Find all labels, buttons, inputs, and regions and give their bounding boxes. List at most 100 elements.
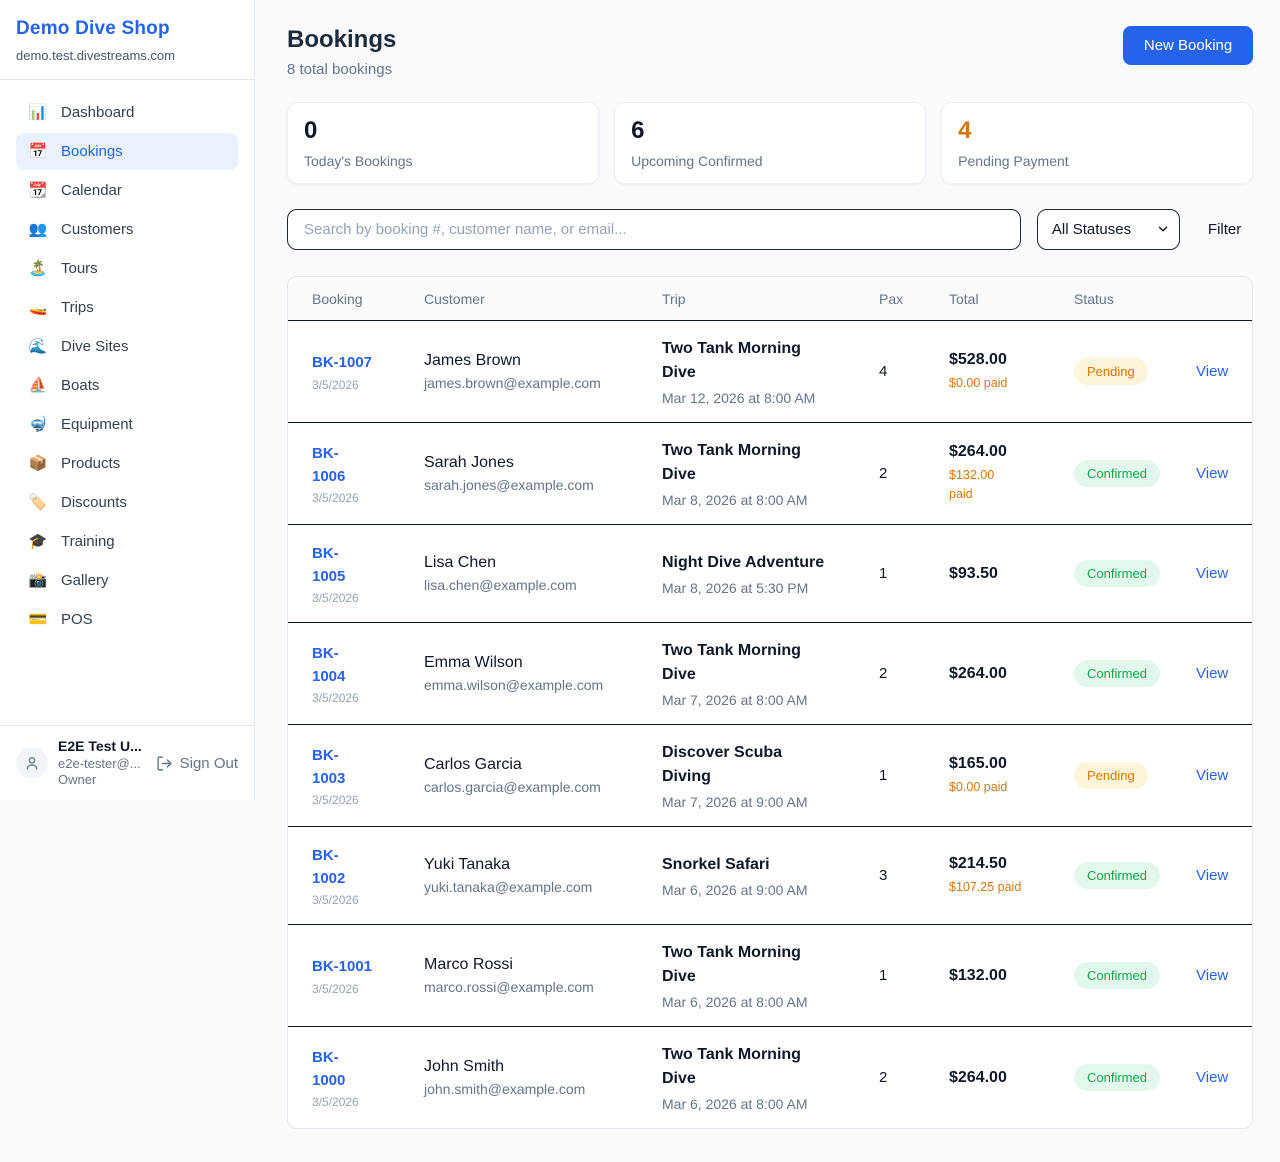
view-link[interactable]: View [1196, 564, 1229, 582]
sidebar-item-tours[interactable]: 🏝️ Tours [16, 250, 238, 287]
booking-cell: BK- 1002 3/5/2026 [312, 844, 424, 908]
sidebar-item-dive-sites[interactable]: 🌊 Dive Sites [16, 328, 238, 365]
booking-id-link[interactable]: BK-1001 [312, 958, 373, 976]
graduation-cap-icon: 🎓 [28, 533, 48, 550]
status-select[interactable]: All Statuses [1036, 209, 1180, 250]
sidebar-item-label: Dashboard [61, 104, 135, 121]
view-link[interactable]: View [1196, 1068, 1229, 1086]
status-cell: Pending [1074, 762, 1196, 789]
booking-date: 3/5/2026 [312, 591, 359, 606]
booking-id-link[interactable]: BK- 1000 [312, 1048, 346, 1089]
pax-count: 2 [879, 1069, 888, 1086]
sidebar-item-discounts[interactable]: 🏷️ Discounts [16, 484, 238, 521]
bookings-count: 8 total bookings [287, 61, 393, 78]
tag-icon: 🏷️ [28, 494, 48, 511]
pax-count: 2 [879, 465, 888, 482]
booking-id-link[interactable]: BK- 1004 [312, 644, 346, 685]
sailboat-icon: ⛵ [28, 377, 48, 394]
package-icon: 📦 [28, 455, 48, 472]
stat-card-upcoming-confirmed: 6 Upcoming Confirmed [614, 102, 927, 184]
view-cell: View [1196, 767, 1228, 785]
booking-date: 3/5/2026 [312, 981, 359, 996]
total-cell: $214.50 $107.25 paid [949, 855, 1074, 897]
trip-name: Night Dive Adventure [662, 554, 825, 571]
brand-name[interactable]: Demo Dive Shop [16, 18, 170, 39]
view-cell: View [1196, 565, 1228, 583]
table-row: BK- 1006 3/5/2026 Sarah Jones sarah.jone… [288, 423, 1253, 525]
sidebar-item-boats[interactable]: ⛵ Boats [16, 367, 238, 404]
sidebar-item-calendar[interactable]: 📆 Calendar [16, 172, 238, 209]
sidebar-item-label: Products [61, 455, 121, 472]
customer-email: james.brown@example.com [424, 375, 601, 391]
view-link[interactable]: View [1196, 966, 1229, 984]
user-name: E2E Test U... [58, 738, 142, 754]
booking-date: 3/5/2026 [312, 1095, 359, 1110]
customer-name: John Smith [424, 1058, 505, 1075]
sidebar-item-products[interactable]: 📦 Products [16, 445, 238, 482]
search-input[interactable] [287, 209, 1021, 250]
booking-cell: BK- 1000 3/5/2026 [312, 1046, 424, 1110]
view-link[interactable]: View [1196, 664, 1229, 682]
booking-cell: BK-1001 3/5/2026 [312, 955, 424, 995]
view-link[interactable]: View [1196, 362, 1229, 380]
view-link[interactable]: View [1196, 766, 1229, 784]
wave-icon: 🌊 [28, 338, 48, 355]
booking-id-link[interactable]: BK- 1006 [312, 444, 346, 485]
sidebar-item-training[interactable]: 🎓 Training [16, 523, 238, 560]
trip-name: Two Tank Morning Dive [662, 442, 801, 483]
status-badge: Confirmed [1074, 660, 1160, 687]
sidebar-item-dashboard[interactable]: 📊 Dashboard [16, 94, 238, 131]
bar-chart-icon: 📊 [28, 104, 48, 121]
speedboat-icon: 🚤 [28, 299, 48, 316]
island-icon: 🏝️ [28, 260, 48, 277]
view-link[interactable]: View [1196, 464, 1229, 482]
new-booking-button[interactable]: New Booking [1122, 26, 1254, 65]
status-filter: All Statuses [1036, 209, 1180, 250]
customer-email: john.smith@example.com [424, 1081, 586, 1097]
filters-row: All Statuses Filter [287, 209, 1253, 250]
tear-off-calendar-icon: 📆 [28, 182, 48, 199]
customer-cell: Carlos Garcia carlos.garcia@example.com [424, 756, 662, 795]
view-link[interactable]: View [1196, 866, 1229, 884]
total-amount: $264.00 [949, 443, 1007, 461]
booking-date: 3/5/2026 [312, 793, 359, 808]
trip-name: Two Tank Morning Dive [662, 1046, 801, 1087]
booking-date: 3/5/2026 [312, 491, 359, 506]
sidebar-item-label: Gallery [61, 572, 109, 589]
trip-cell: Discover Scuba Diving Mar 7, 2026 at 9:0… [662, 741, 879, 810]
total-amount: $214.50 [949, 854, 1007, 872]
booking-id-link[interactable]: BK-1007 [312, 354, 373, 372]
sidebar-item-label: Customers [61, 221, 134, 238]
view-cell: View [1196, 363, 1228, 381]
booking-id-link[interactable]: BK- 1003 [312, 746, 346, 787]
calendar-icon: 📅 [28, 143, 48, 160]
sidebar-item-equipment[interactable]: 🤿 Equipment [16, 406, 238, 443]
customer-email: carlos.garcia@example.com [424, 779, 601, 795]
sidebar-item-label: Bookings [61, 143, 123, 160]
table-row: BK- 1005 3/5/2026 Lisa Chen lisa.chen@ex… [288, 525, 1253, 623]
paid-amount: $0.00 paid [949, 779, 1008, 794]
trip-cell: Snorkel Safari Mar 6, 2026 at 9:00 AM [662, 853, 879, 898]
total-amount: $264.00 [949, 664, 1007, 682]
total-amount: $264.00 [949, 1068, 1007, 1086]
table-header-row: Booking Customer Trip Pax Total Status [288, 277, 1253, 321]
sidebar-item-customers[interactable]: 👥 Customers [16, 211, 238, 248]
booking-id-link[interactable]: BK- 1002 [312, 846, 346, 887]
booking-id-link[interactable]: BK- 1005 [312, 544, 346, 585]
sidebar-item-pos[interactable]: 💳 POS [16, 601, 238, 638]
trip-datetime: Mar 7, 2026 at 9:00 AM [662, 794, 808, 810]
sidebar-item-gallery[interactable]: 📸 Gallery [16, 562, 238, 599]
trip-name: Two Tank Morning Dive [662, 944, 801, 985]
sidebar-item-bookings[interactable]: 📅 Bookings [16, 133, 238, 170]
filter-button[interactable]: Filter [1196, 221, 1253, 238]
sidebar-item-trips[interactable]: 🚤 Trips [16, 289, 238, 326]
trip-cell: Two Tank Morning Dive Mar 8, 2026 at 8:0… [662, 439, 879, 508]
view-cell: View [1196, 1069, 1228, 1087]
customer-cell: Yuki Tanaka yuki.tanaka@example.com [424, 856, 662, 895]
customer-name: Marco Rossi [424, 956, 513, 973]
status-badge: Pending [1074, 762, 1148, 789]
status-badge: Confirmed [1074, 460, 1160, 487]
sign-out-button[interactable]: Sign Out [156, 755, 238, 772]
bookings-table-body: BK-1007 3/5/2026 James Brown james.brown… [288, 321, 1253, 1128]
column-header-customer: Customer [424, 290, 485, 307]
